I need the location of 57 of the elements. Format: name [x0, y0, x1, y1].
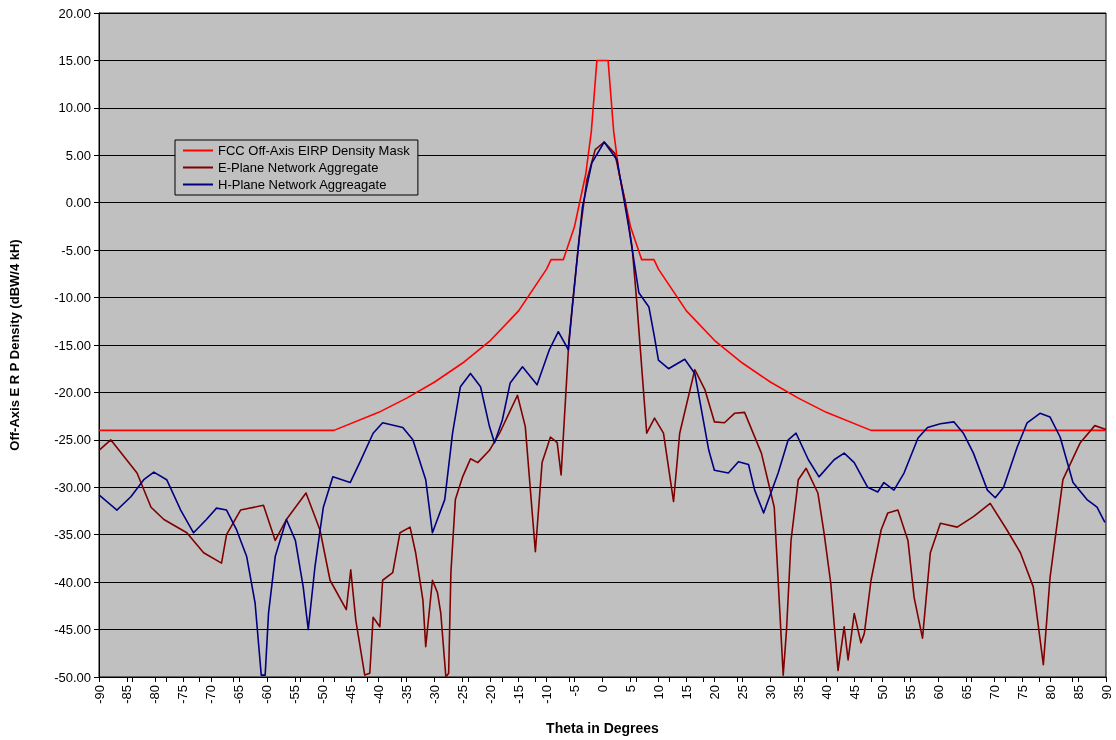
- x-tick-label: 65: [958, 685, 974, 700]
- x-tick-label: -85: [119, 685, 135, 704]
- x-tick-label: -75: [175, 685, 191, 704]
- x-tick-label: -45: [343, 685, 359, 704]
- x-tick-label: 5: [622, 685, 638, 693]
- x-tick-label: 70: [986, 685, 1002, 700]
- x-tick-label: -90: [91, 685, 107, 704]
- x-tick-label: 90: [1098, 685, 1114, 700]
- y-tick-label: -40.00: [54, 574, 91, 590]
- x-tick-label: 85: [1070, 685, 1086, 700]
- x-tick-label: 30: [762, 685, 778, 700]
- x-tick-label: 15: [678, 685, 694, 700]
- y-tick-label: 10.00: [58, 100, 91, 116]
- x-tick-label: 55: [902, 685, 918, 700]
- x-tick-label: 80: [1042, 685, 1058, 700]
- legend-label: FCC Off-Axis EIRP Density Mask: [218, 143, 411, 158]
- x-tick-label: 20: [706, 685, 722, 700]
- x-tick-label: -25: [455, 685, 471, 704]
- x-tick-label: 35: [790, 685, 806, 700]
- x-tick-label: -65: [231, 685, 247, 704]
- legend-label: H-Plane Network Aggreagate: [218, 177, 387, 192]
- x-tick-label: -15: [511, 685, 527, 704]
- x-tick-label: 75: [1014, 685, 1030, 700]
- x-tick-label: 0: [595, 685, 610, 693]
- x-tick-label: -55: [287, 685, 303, 704]
- y-tick-label: -20.00: [54, 384, 91, 400]
- x-tick-label: 10: [650, 685, 666, 700]
- y-tick-label: -50.00: [54, 669, 91, 685]
- x-tick-label: -70: [203, 685, 219, 704]
- y-tick-label: -15.00: [54, 337, 91, 353]
- y-tick-label: 0.00: [65, 195, 91, 211]
- x-tick-label: -30: [427, 685, 443, 704]
- y-tick-label: -45.00: [54, 622, 91, 638]
- x-tick-label: -20: [483, 685, 499, 704]
- x-tick-label: -60: [259, 685, 275, 704]
- y-tick-label: -5.00: [61, 242, 91, 258]
- y-tick-label: 15.00: [58, 52, 91, 68]
- y-tick-label: 20.00: [58, 5, 91, 21]
- y-tick-label: -30.00: [54, 479, 91, 495]
- x-tick-label: -35: [399, 685, 415, 704]
- x-tick-label: -10: [539, 685, 555, 704]
- legend-label: E-Plane Network Aggregate: [218, 160, 379, 175]
- x-tick-label: 50: [874, 685, 890, 700]
- y-tick-label: 5.00: [65, 147, 91, 163]
- x-tick-label: -40: [371, 685, 387, 704]
- y-tick-label: -25.00: [54, 432, 91, 448]
- y-tick-label: -35.00: [54, 527, 91, 543]
- y-tick-label: -10.00: [54, 290, 91, 306]
- x-tick-label: 45: [846, 685, 862, 700]
- x-tick-label: -50: [315, 685, 331, 704]
- x-tick-label: 25: [734, 685, 750, 700]
- y-axis-title: Off-Axis E R P Density (dBW/4 kH): [7, 239, 22, 451]
- x-tick-label: 40: [818, 685, 834, 700]
- x-tick-label: 60: [930, 685, 946, 700]
- x-axis-title: Theta in Degrees: [546, 720, 660, 736]
- x-tick-label: -5: [567, 685, 583, 697]
- x-tick-label: -80: [147, 685, 163, 704]
